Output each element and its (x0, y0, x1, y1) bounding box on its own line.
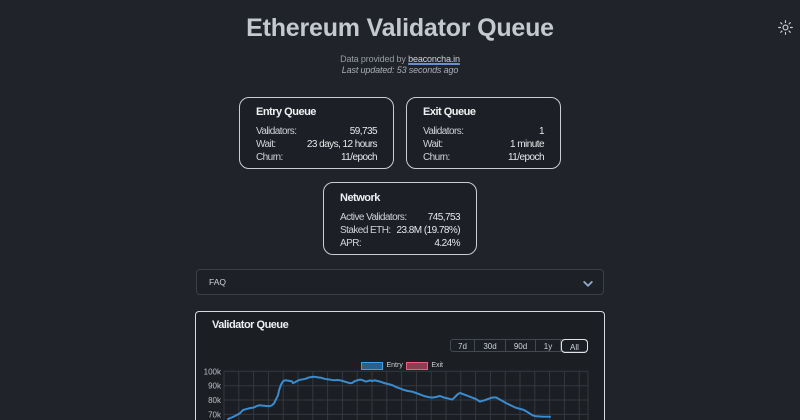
svg-text:100k: 100k (204, 367, 222, 376)
svg-text:70k: 70k (208, 410, 222, 419)
svg-text:90k: 90k (208, 382, 222, 391)
svg-text:80k: 80k (208, 396, 222, 405)
